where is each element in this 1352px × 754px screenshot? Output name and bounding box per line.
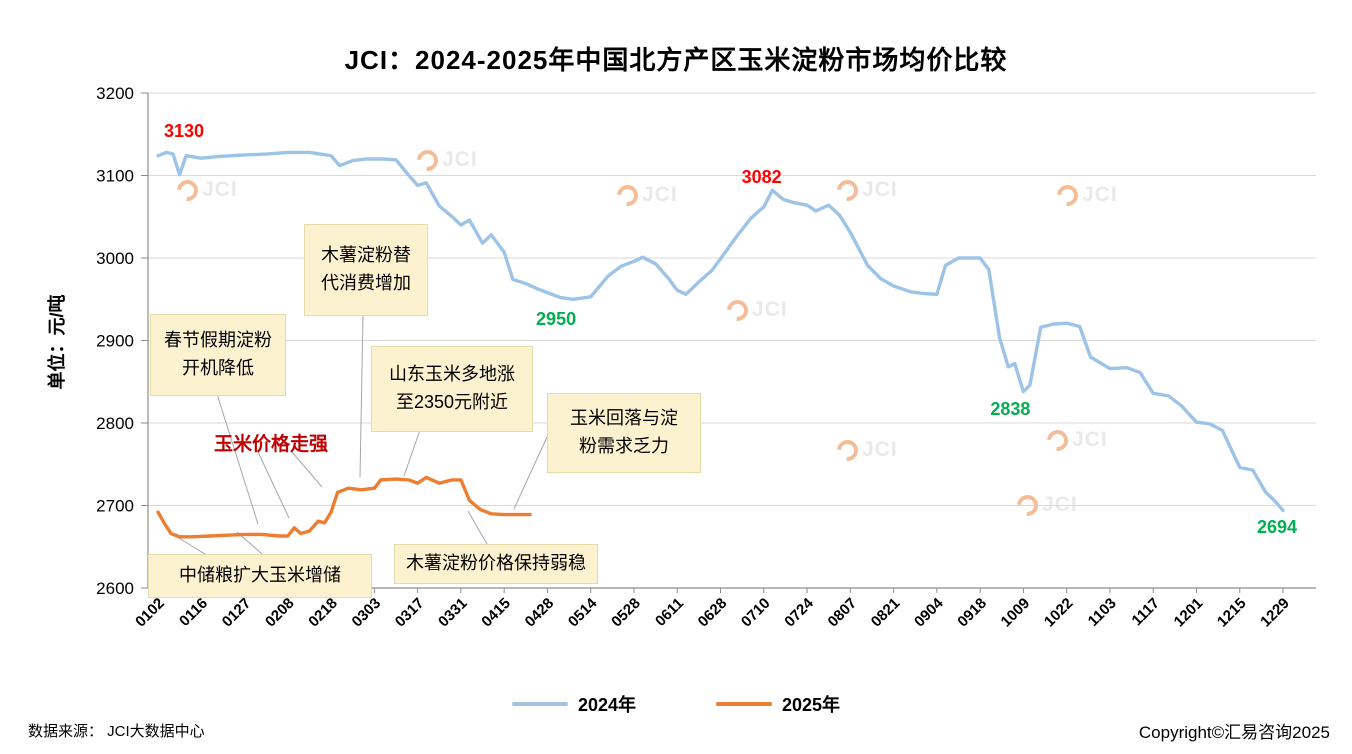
x-tick-label: 0628 (695, 595, 731, 631)
copyright: Copyright©汇易咨询2025 (1138, 723, 1330, 742)
callout-leader-line (467, 510, 488, 545)
callout-leader-line (403, 429, 421, 477)
y-axis-title: 单位：元/吨 (47, 294, 67, 390)
x-tick-label: 0102 (132, 595, 168, 631)
callout-grain-reserve: 中储粮扩大玉米增储 (148, 554, 372, 598)
watermark-text: JCI (642, 183, 678, 206)
x-tick-label: 1022 (1041, 595, 1077, 631)
annotation-3130: 3130 (164, 121, 204, 141)
x-tick-label: 1201 (1171, 595, 1207, 631)
watermark-text: JCI (202, 178, 238, 201)
watermark-text: JCI (442, 148, 478, 171)
legend-item-2024: 2024年 (511, 691, 636, 717)
jci-watermark: JCI (832, 175, 898, 205)
legend-swatch-2025-icon (716, 702, 772, 706)
x-tick-label: 0724 (781, 594, 817, 630)
jci-watermark: JCI (1052, 180, 1118, 210)
callout-corn-fallback: 玉米回落与淀 粉需求乏力 (547, 393, 701, 473)
x-tick-label: 0918 (954, 595, 990, 631)
legend-label-2024: 2024年 (577, 695, 636, 715)
callout-leader-line (359, 313, 364, 478)
y-tick-label: 2600 (96, 579, 134, 598)
y-tick-label: 2700 (96, 497, 134, 516)
corn-price-strong-label: 玉米价格走强 (214, 434, 329, 455)
watermark-text: JCI (1042, 493, 1078, 516)
callout-leader-line (257, 451, 290, 519)
x-tick-label: 0116 (176, 595, 211, 630)
series-line-2025年 (156, 475, 532, 539)
legend-item-2025: 2025年 (716, 691, 840, 717)
x-tick-label: 0127 (219, 595, 255, 631)
x-tick-label: 1009 (998, 595, 1034, 631)
x-tick-label: 0317 (392, 595, 428, 631)
annotation-3082: 3082 (742, 167, 782, 187)
y-tick-label: 3200 (96, 84, 134, 103)
watermark-text: JCI (752, 298, 788, 321)
x-tick-label: 1103 (1085, 595, 1120, 630)
annotation-2950: 2950 (536, 309, 576, 329)
callout-leader-line (216, 393, 259, 525)
jci-watermark: JCI (722, 295, 788, 325)
jci-watermark: JCI (1012, 490, 1078, 520)
x-tick-label: 1117 (1129, 595, 1163, 629)
callout-cassava-weak: 木薯淀粉价格保持弱稳 (394, 544, 598, 584)
jci-watermark: JCI (612, 180, 678, 210)
x-tick-label: 0415 (478, 595, 514, 631)
callout-cassava-substitution: 木薯淀粉替 代消费增加 (304, 224, 428, 316)
x-tick-label: 0710 (738, 595, 774, 631)
x-tick-label: 0208 (262, 595, 298, 631)
x-tick-label: 0611 (652, 595, 687, 630)
x-tick-label: 1215 (1214, 595, 1250, 631)
legend-label-2025: 2025年 (782, 695, 841, 715)
annotation-2694: 2694 (1257, 517, 1297, 537)
watermark-text: JCI (862, 178, 898, 201)
x-tick-label: 0303 (349, 595, 385, 631)
y-tick-label: 2900 (96, 332, 134, 351)
x-tick-label: 0218 (305, 595, 341, 631)
callout-leader-line (291, 451, 323, 488)
chart-title: JCI：2024-2025年中国北方产区玉米淀粉市场均价比较 (344, 45, 1008, 75)
x-tick-label: 0807 (825, 595, 861, 631)
x-tick-label: 0528 (608, 595, 644, 631)
x-tick-label: 0331 (435, 595, 471, 631)
jci-watermark: JCI (832, 435, 898, 465)
callout-shandong-corn: 山东玉米多地涨 至2350元附近 (371, 346, 533, 432)
legend: 2024年 2025年 (0, 691, 1352, 717)
callout-spring-festival: 春节假期淀粉 开机降低 (150, 314, 286, 396)
jci-watermark: JCI (412, 145, 478, 175)
x-tick-label: 1229 (1257, 595, 1293, 631)
watermark-text: JCI (862, 438, 898, 461)
x-tick-label: 0428 (522, 595, 558, 631)
watermark-text: JCI (1072, 428, 1108, 451)
x-tick-label: 0821 (868, 595, 904, 631)
callout-leader-line (513, 436, 548, 510)
jci-watermark: JCI (1042, 425, 1108, 455)
y-tick-label: 3100 (96, 167, 134, 186)
legend-swatch-2024-icon (511, 702, 568, 706)
x-tick-label: 0904 (911, 594, 947, 630)
annotation-2838: 2838 (990, 399, 1030, 419)
data-source: 数据来源： JCI大数据中心 (28, 723, 205, 740)
jci-watermark: JCI (172, 175, 238, 205)
y-tick-label: 2800 (96, 414, 134, 433)
y-tick-label: 3000 (96, 249, 134, 268)
watermark-text: JCI (1082, 183, 1118, 206)
series-line-2024年 (156, 150, 1285, 513)
x-tick-label: 0514 (565, 594, 601, 630)
